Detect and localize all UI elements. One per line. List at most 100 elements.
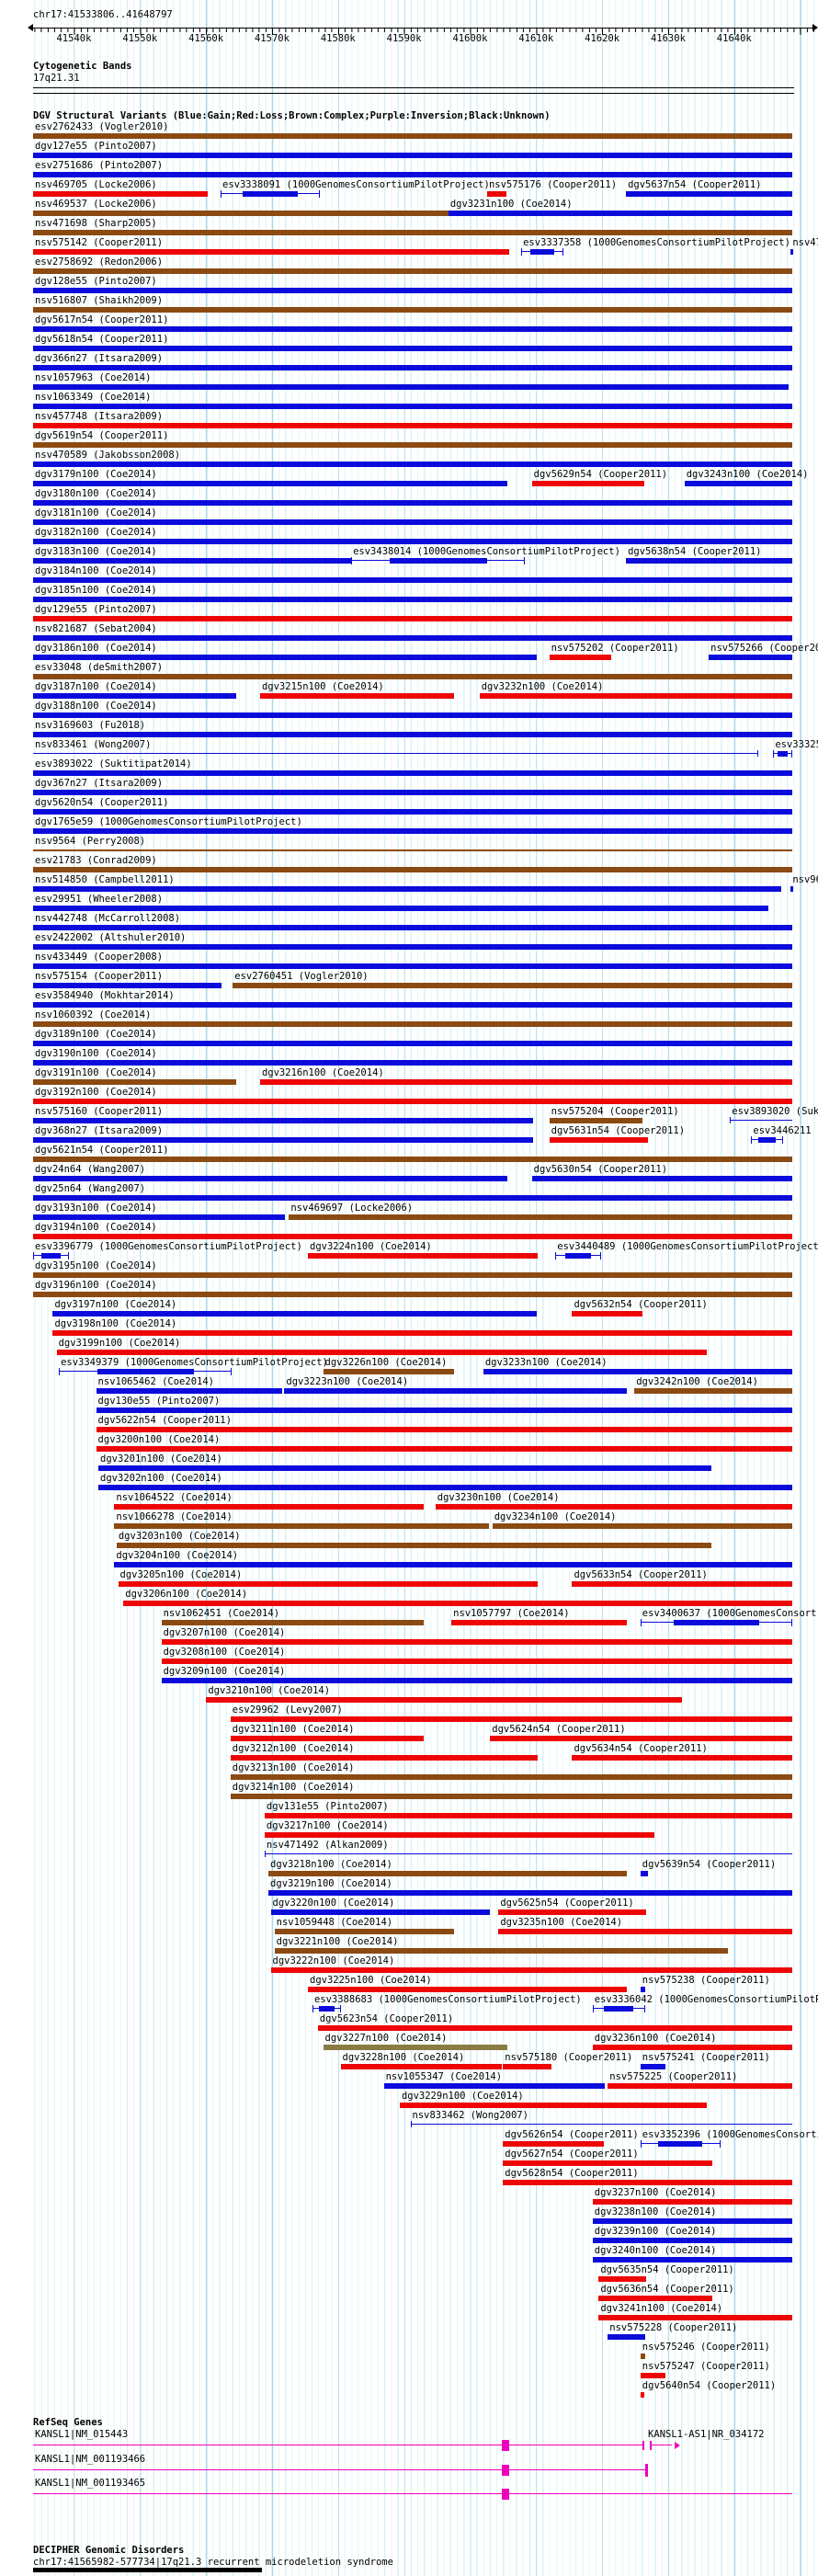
variant-label[interactable]: dgv3228n100 (Coe2014) bbox=[342, 2052, 465, 2063]
variant-bar[interactable] bbox=[274, 1948, 728, 1954]
variant-bar[interactable] bbox=[640, 2064, 666, 2069]
variant-label[interactable]: dgv5640n54 (Cooper2011) bbox=[642, 2380, 777, 2391]
variant-label[interactable]: esv29951 (Wheeler2008) bbox=[35, 894, 164, 905]
variant-bar[interactable] bbox=[264, 1813, 792, 1818]
decipher-entry-label[interactable]: chr17:41565982-577734|17q21.3 recurrent … bbox=[33, 2557, 393, 2568]
variant-whisker[interactable] bbox=[751, 1135, 784, 1145]
variant-bar[interactable] bbox=[399, 2103, 708, 2108]
variant-bar[interactable] bbox=[592, 2238, 792, 2243]
variant-bar[interactable] bbox=[498, 1929, 792, 1934]
variant-bar[interactable] bbox=[33, 886, 782, 892]
variant-label[interactable]: dgv5630n54 (Cooper2011) bbox=[533, 1164, 668, 1175]
variant-label[interactable]: dgv3187n100 (Coe2014) bbox=[35, 681, 157, 692]
variant-bar[interactable] bbox=[52, 1330, 792, 1336]
variant-bar[interactable] bbox=[33, 462, 792, 467]
variant-bar[interactable] bbox=[608, 2334, 645, 2340]
variant-bar[interactable] bbox=[684, 481, 792, 486]
variant-label[interactable]: dgv130e55 (Pinto2007) bbox=[97, 1396, 221, 1407]
variant-bar[interactable] bbox=[486, 191, 506, 197]
variant-label[interactable]: esv3440489 (1000GenomesConsortiumPilotPr… bbox=[557, 1241, 818, 1252]
variant-label[interactable]: dgv3238n100 (Coe2014) bbox=[594, 2206, 717, 2217]
variant-label[interactable]: esv2751686 (Pinto2007) bbox=[35, 160, 164, 171]
variant-label[interactable]: dgv3217n100 (Coe2014) bbox=[266, 1820, 389, 1831]
variant-bar[interactable] bbox=[572, 1581, 792, 1587]
variant-label[interactable]: dgv368n27 (Itsara2009) bbox=[35, 1125, 164, 1136]
variant-bar[interactable] bbox=[33, 288, 792, 293]
variant-label[interactable]: nsv575180 (Cooper2011) bbox=[505, 2052, 633, 2063]
variant-label[interactable]: dgv3180n100 (Coe2014) bbox=[35, 488, 157, 499]
variant-label[interactable]: esv3336042 (1000GenomesConsortiumPilotPr bbox=[594, 1994, 818, 2005]
variant-bar[interactable] bbox=[230, 1716, 792, 1722]
variant-label[interactable]: nsv575228 (Cooper2011) bbox=[609, 2322, 738, 2333]
variant-bar[interactable] bbox=[96, 1408, 792, 1413]
variant-label[interactable]: dgv3212n100 (Coe2014) bbox=[232, 1743, 355, 1754]
variant-label[interactable]: nsv1064522 (Coe2014) bbox=[116, 1492, 233, 1503]
variant-label[interactable]: dgv3216n100 (Coe2014) bbox=[261, 1067, 384, 1078]
variant-bar[interactable] bbox=[33, 944, 792, 950]
variant-label[interactable]: nsv469697 (Locke2006) bbox=[290, 1203, 414, 1214]
variant-bar[interactable] bbox=[598, 2296, 713, 2301]
variant-bar[interactable] bbox=[274, 1929, 454, 1934]
variant-bar[interactable] bbox=[114, 1523, 489, 1529]
variant-label[interactable]: dgv3211n100 (Coe2014) bbox=[232, 1724, 355, 1735]
variant-label[interactable]: dgv3209n100 (Coe2014) bbox=[163, 1666, 286, 1677]
gene-exon[interactable] bbox=[501, 2440, 509, 2451]
variant-label[interactable]: dgv3182n100 (Coe2014) bbox=[35, 527, 157, 538]
variant-label[interactable]: dgv3197n100 (Coe2014) bbox=[54, 1299, 177, 1310]
variant-label[interactable]: nsv469537 (Locke2006) bbox=[35, 199, 157, 210]
variant-label[interactable]: dgv24n64 (Wang2007) bbox=[35, 1164, 146, 1175]
variant-bar[interactable] bbox=[435, 1504, 792, 1510]
variant-label[interactable]: dgv3214n100 (Coe2014) bbox=[232, 1782, 355, 1793]
variant-bar[interactable] bbox=[268, 1890, 792, 1896]
variant-bar[interactable] bbox=[33, 983, 222, 988]
variant-label[interactable]: dgv3235n100 (Coe2014) bbox=[500, 1917, 623, 1928]
variant-whisker[interactable] bbox=[312, 2004, 341, 2013]
variant-bar[interactable] bbox=[33, 963, 792, 969]
variant-label[interactable]: dgv3227n100 (Coe2014) bbox=[324, 2033, 448, 2044]
variant-label[interactable]: dgv5621n54 (Cooper2011) bbox=[35, 1145, 169, 1156]
variant-label[interactable]: nsv470589 (Jakobsson2008) bbox=[35, 450, 181, 461]
variant-label[interactable]: nsv1059448 (Coe2014) bbox=[276, 1917, 393, 1928]
variant-bar[interactable] bbox=[33, 616, 792, 621]
variant-bar[interactable] bbox=[790, 249, 794, 255]
variant-label[interactable]: nsv516807 (Shaikh2009) bbox=[35, 295, 164, 306]
variant-label[interactable]: nsv1057963 (Coe2014) bbox=[35, 372, 152, 383]
variant-label[interactable]: dgv5629n54 (Cooper2011) bbox=[533, 469, 668, 480]
variant-label[interactable]: esv3438014 (1000GenomesConsortiumPilotPr… bbox=[353, 546, 620, 557]
variant-label[interactable]: dgv131e55 (Pinto2007) bbox=[266, 1801, 389, 1812]
variant-bar[interactable] bbox=[33, 693, 237, 699]
variant-label[interactable]: nsv575241 (Cooper2011) bbox=[642, 2052, 770, 2063]
gene-line[interactable] bbox=[33, 2493, 792, 2494]
cytoband-track-box[interactable] bbox=[33, 87, 794, 94]
variant-bar[interactable] bbox=[33, 558, 352, 564]
variant-bar[interactable] bbox=[33, 1234, 792, 1239]
variant-bar[interactable] bbox=[33, 674, 792, 679]
variant-bar[interactable] bbox=[33, 1137, 534, 1143]
variant-bar[interactable] bbox=[270, 1967, 792, 1973]
variant-bar[interactable] bbox=[492, 1523, 792, 1529]
variant-bar[interactable] bbox=[33, 191, 208, 197]
variant-bar[interactable] bbox=[549, 655, 612, 660]
variant-bar[interactable] bbox=[598, 2315, 792, 2320]
variant-label[interactable]: nsv575202 (Cooper2011) bbox=[551, 643, 679, 654]
variant-bar[interactable] bbox=[340, 2064, 502, 2069]
variant-bar[interactable] bbox=[96, 1388, 282, 1394]
variant-bar[interactable] bbox=[233, 983, 792, 988]
variant-label[interactable]: dgv3203n100 (Coe2014) bbox=[118, 1531, 241, 1542]
variant-whisker[interactable] bbox=[592, 2004, 645, 2013]
variant-bar[interactable] bbox=[308, 1253, 539, 1259]
variant-bar[interactable] bbox=[33, 1157, 792, 1162]
variant-whisker[interactable] bbox=[640, 1618, 792, 1627]
variant-whisker[interactable] bbox=[521, 247, 563, 256]
variant-bar[interactable] bbox=[33, 655, 537, 660]
variant-bar[interactable] bbox=[230, 1736, 424, 1741]
variant-label[interactable]: nsv471492 (Alkan2009) bbox=[266, 1840, 389, 1851]
variant-label[interactable]: dgv5631n54 (Cooper2011) bbox=[551, 1125, 686, 1136]
variant-label[interactable]: dgv5636n54 (Cooper2011) bbox=[600, 2284, 734, 2295]
variant-label[interactable]: nsv472 bbox=[792, 237, 818, 248]
variant-label[interactable]: dgv5627n54 (Cooper2011) bbox=[505, 2149, 639, 2160]
variant-whisker[interactable] bbox=[555, 1251, 601, 1260]
variant-bar[interactable] bbox=[161, 1658, 792, 1664]
variant-bar[interactable] bbox=[531, 481, 644, 486]
variant-label[interactable]: dgv3215n100 (Coe2014) bbox=[261, 681, 384, 692]
